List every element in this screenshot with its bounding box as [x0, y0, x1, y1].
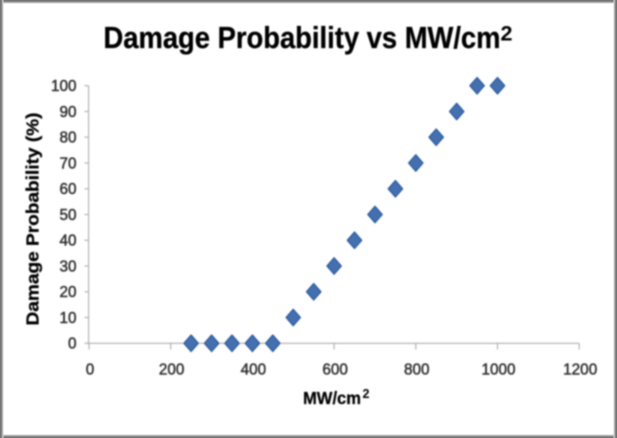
- svg-text:90: 90: [59, 104, 76, 121]
- svg-text:2: 2: [363, 387, 370, 401]
- svg-text:30: 30: [59, 258, 76, 275]
- svg-text:MW/cm: MW/cm: [303, 388, 361, 408]
- svg-text:50: 50: [59, 207, 76, 224]
- svg-text:0: 0: [68, 336, 77, 353]
- svg-text:800: 800: [404, 362, 430, 379]
- svg-text:60: 60: [59, 181, 76, 198]
- svg-text:2: 2: [501, 22, 513, 46]
- svg-text:1200: 1200: [563, 362, 597, 379]
- svg-text:10: 10: [59, 310, 76, 327]
- svg-text:1000: 1000: [481, 362, 515, 379]
- svg-text:400: 400: [241, 362, 267, 379]
- svg-text:Damage Probability vs MW/cm: Damage Probability vs MW/cm: [104, 20, 501, 55]
- svg-text:40: 40: [59, 233, 76, 250]
- svg-text:100: 100: [51, 78, 77, 95]
- svg-text:0: 0: [86, 362, 95, 379]
- svg-text:20: 20: [59, 284, 76, 301]
- svg-text:80: 80: [59, 130, 76, 147]
- svg-text:70: 70: [59, 155, 76, 172]
- svg-text:200: 200: [159, 362, 185, 379]
- svg-text:600: 600: [322, 362, 348, 379]
- svg-text:Damage Probability (%): Damage Probability (%): [23, 112, 43, 325]
